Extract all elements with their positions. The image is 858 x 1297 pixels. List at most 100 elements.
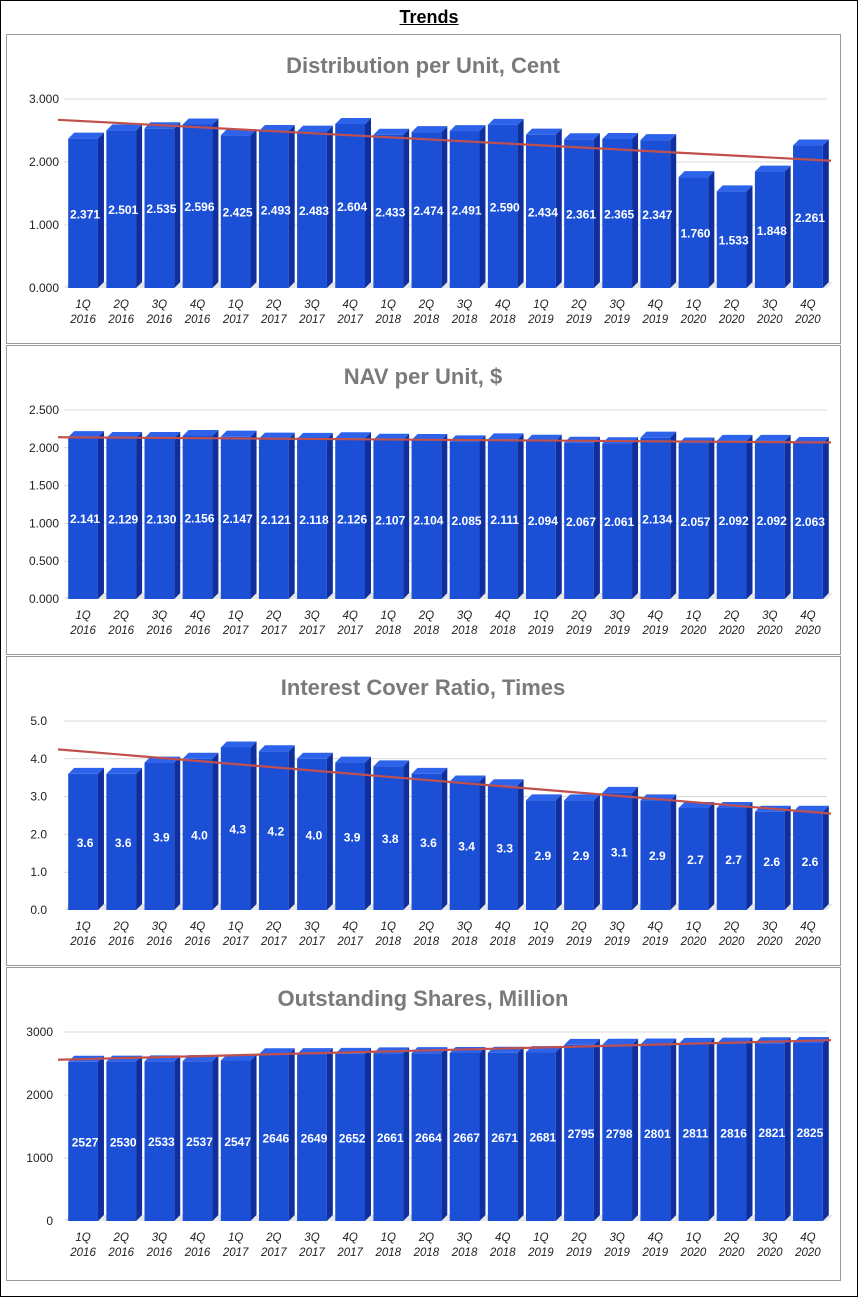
interest-cover-bar-side	[441, 767, 448, 910]
interest-cover-bar-group	[449, 775, 486, 910]
distribution-bar-side	[97, 132, 104, 288]
nav-x-tick-label-year: 2020	[794, 625, 821, 637]
shares-x-tick-label-quarter: 3Q	[762, 1232, 777, 1244]
interest-cover-bar	[564, 800, 594, 910]
shares-bar-group	[716, 1037, 753, 1221]
distribution-data-label: 2.261	[795, 211, 825, 225]
interest-cover-bar-top	[68, 767, 104, 774]
interest-cover-bar-side	[212, 752, 219, 910]
distribution-bar-top	[602, 133, 639, 140]
shares-data-label: 2530	[110, 1135, 137, 1149]
shares-x-tick-label-quarter: 4Q	[800, 1232, 815, 1244]
nav-bar-group	[68, 431, 104, 599]
nav-bar-top	[716, 434, 753, 441]
interest-cover-bar-top	[525, 794, 562, 801]
interest-cover-bar	[449, 781, 480, 910]
interest-cover-trendline	[57, 748, 832, 815]
shares-y-tick-label: 2000	[26, 1088, 53, 1102]
distribution-bar-side	[479, 125, 486, 288]
interest-cover-y-tick-label: 0.0	[30, 903, 47, 917]
nav-data-label: 2.129	[108, 513, 138, 527]
distribution-bar-group	[68, 132, 104, 288]
interest-cover-bar	[602, 792, 633, 910]
nav-x-tick-label-quarter: 2Q	[265, 610, 281, 622]
nav-x-tick-label-year: 2018	[413, 625, 440, 637]
shares-bar-group	[525, 1046, 562, 1221]
interest-cover-x-tick-label-quarter: 2Q	[265, 921, 281, 933]
interest-cover-bar	[220, 747, 251, 910]
shares-bar-group	[564, 1038, 600, 1221]
shares-x-tick-label-year: 2017	[336, 1247, 363, 1259]
nav-x-tick-label-year: 2019	[642, 625, 669, 637]
nav-bar-side	[822, 437, 829, 599]
interest-cover-bar-side	[365, 756, 372, 910]
distribution-bar-top	[716, 185, 753, 192]
nav-x-tick-label-quarter: 1Q	[75, 610, 90, 622]
nav-x-tick-label-year: 2018	[374, 625, 401, 637]
interest-cover-bar-top	[373, 760, 410, 767]
nav-chart: NAV per Unit, $ 0.000 0.500 1.000 1.500 2.000…	[29, 364, 833, 637]
nav-bar-group	[487, 433, 524, 599]
interest-cover-bar-side	[136, 767, 143, 910]
interest-cover-bar-group	[525, 794, 562, 910]
distribution-bar-group	[678, 171, 715, 288]
interest-cover-x-tick-label-year: 2017	[260, 936, 287, 948]
nav-bar-side	[517, 433, 524, 599]
shares-x-tick-label-quarter: 1Q	[381, 1232, 396, 1244]
shares-bar-side	[593, 1038, 600, 1221]
nav-bar-side	[746, 434, 753, 599]
interest-cover-bar	[754, 811, 785, 910]
chart-panel-nav: NAV per Unit, $ 0.000 0.500 1.000 1.500 2.000…	[6, 345, 841, 655]
shares-bar-side	[326, 1048, 333, 1221]
interest-cover-bar-side	[632, 786, 639, 910]
interest-cover-data-label: 3.1	[611, 845, 628, 859]
shares-bar-side	[97, 1055, 104, 1221]
distribution-y-tick-label: 3.000	[29, 92, 59, 106]
interest-cover-data-label: 3.6	[420, 836, 437, 850]
nav-x-tick-label-year: 2016	[107, 625, 134, 637]
nav-x-tick-label-year: 2020	[718, 625, 745, 637]
distribution-bar-side	[784, 165, 791, 288]
distribution-x-tick-label-quarter: 4Q	[800, 299, 815, 311]
shares-bar-side	[212, 1055, 219, 1221]
nav-x-tick-label-quarter: 4Q	[495, 610, 510, 622]
distribution-bar-side	[746, 185, 753, 288]
distribution-data-label: 2.434	[528, 205, 558, 219]
nav-x-tick-label-quarter: 3Q	[457, 610, 472, 622]
shares-bar-group	[68, 1055, 104, 1221]
shares-bar	[602, 1044, 633, 1221]
nav-chart-title: NAV per Unit, $	[344, 364, 503, 389]
interest-cover-bar-group	[754, 805, 791, 910]
shares-data-label: 2537	[186, 1135, 213, 1149]
shares-x-tick-label-quarter: 2Q	[418, 1232, 434, 1244]
distribution-bar-group	[716, 185, 753, 288]
interest-cover-x-tick-label-quarter: 4Q	[648, 921, 663, 933]
interest-cover-bar-group	[678, 801, 715, 910]
nav-bar-side	[555, 434, 562, 599]
nav-bar	[602, 443, 633, 599]
shares-data-label: 2664	[415, 1131, 442, 1145]
nav-x-tick-label-quarter: 4Q	[800, 610, 815, 622]
shares-data-label: 2816	[720, 1126, 747, 1140]
page-title: Trends	[399, 7, 459, 27]
distribution-data-label: 1.760	[680, 227, 710, 241]
interest-cover-x-tick-label-year: 2017	[336, 936, 363, 948]
distribution-bar-top	[258, 124, 295, 131]
distribution-x-tick-label-year: 2020	[756, 314, 783, 326]
interest-cover-x-tick-label-quarter: 3Q	[610, 921, 625, 933]
shares-x-tick-label-year: 2017	[260, 1247, 287, 1259]
interest-cover-x-tick-label-year: 2018	[489, 936, 516, 948]
shares-x-tick-label-quarter: 1Q	[533, 1232, 548, 1244]
nav-bar-side	[479, 435, 486, 599]
nav-bar-top	[182, 430, 219, 437]
nav-bar-side	[365, 432, 372, 599]
nav-x-tick-label-quarter: 1Q	[381, 610, 396, 622]
shares-y-tick-label: 3000	[26, 1025, 53, 1039]
interest-cover-x-tick-label-quarter: 1Q	[533, 921, 548, 933]
nav-data-label: 2.092	[719, 514, 749, 528]
interest-cover-bar-side	[326, 752, 333, 910]
interest-cover-bar-side	[517, 779, 524, 910]
nav-x-tick-label-quarter: 3Q	[762, 610, 777, 622]
interest-cover-y-tick-label: 5.0	[30, 714, 47, 728]
interest-cover-x-tick-label-year: 2020	[756, 936, 783, 948]
